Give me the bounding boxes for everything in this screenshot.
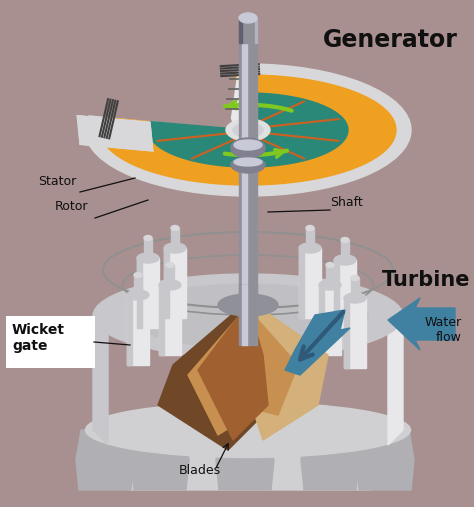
Bar	[164, 248, 186, 318]
Bar	[137, 258, 159, 328]
Polygon shape	[93, 316, 108, 445]
Bar	[334, 260, 339, 330]
Text: Wicket
gate: Wicket gate	[12, 323, 65, 353]
Polygon shape	[148, 93, 348, 167]
Polygon shape	[198, 310, 268, 440]
Polygon shape	[356, 430, 414, 490]
Bar	[242, 170, 247, 320]
Bar	[134, 275, 142, 297]
Text: Turbine: Turbine	[382, 270, 470, 290]
Text: Rotor: Rotor	[55, 200, 89, 213]
Bar	[127, 295, 149, 365]
Polygon shape	[158, 305, 258, 450]
Ellipse shape	[226, 119, 270, 141]
Ellipse shape	[234, 140, 262, 150]
Ellipse shape	[85, 403, 410, 457]
Ellipse shape	[93, 274, 403, 358]
Ellipse shape	[306, 226, 314, 231]
Text: Blades: Blades	[179, 464, 221, 477]
Ellipse shape	[218, 294, 278, 316]
Polygon shape	[76, 430, 134, 490]
Ellipse shape	[326, 263, 334, 268]
Text: Shaft: Shaft	[330, 196, 363, 209]
Bar	[239, 28, 257, 143]
Ellipse shape	[234, 158, 262, 166]
Ellipse shape	[85, 64, 411, 196]
Text: Stator: Stator	[38, 175, 76, 188]
Polygon shape	[243, 305, 328, 440]
Polygon shape	[216, 430, 274, 490]
Bar	[344, 298, 366, 368]
Polygon shape	[76, 115, 154, 152]
Bar	[127, 295, 132, 365]
Polygon shape	[388, 316, 403, 445]
Ellipse shape	[351, 275, 359, 280]
Bar	[326, 265, 334, 287]
Ellipse shape	[137, 253, 159, 263]
Bar	[319, 285, 341, 355]
Ellipse shape	[233, 123, 263, 137]
Polygon shape	[301, 430, 359, 490]
Ellipse shape	[127, 290, 149, 300]
Ellipse shape	[239, 13, 257, 23]
Polygon shape	[388, 298, 455, 350]
Ellipse shape	[144, 235, 152, 240]
Ellipse shape	[319, 280, 341, 290]
Ellipse shape	[134, 272, 142, 277]
Bar	[242, 28, 247, 143]
Bar	[334, 260, 356, 330]
Polygon shape	[285, 310, 350, 375]
Ellipse shape	[128, 284, 368, 348]
FancyBboxPatch shape	[6, 316, 95, 368]
Bar	[239, 285, 257, 345]
Bar	[351, 278, 359, 300]
Ellipse shape	[164, 243, 186, 253]
Text: Water
flow: Water flow	[425, 316, 462, 344]
Polygon shape	[131, 430, 189, 490]
Bar	[319, 285, 324, 355]
Bar	[137, 258, 142, 328]
Text: Generator: Generator	[323, 28, 458, 52]
Ellipse shape	[231, 157, 265, 173]
Bar	[299, 248, 321, 318]
Ellipse shape	[166, 263, 174, 268]
Polygon shape	[76, 115, 154, 152]
Bar	[255, 18, 257, 43]
Bar	[299, 248, 304, 318]
Bar	[166, 265, 174, 287]
Polygon shape	[231, 63, 243, 141]
Bar	[242, 285, 247, 345]
Ellipse shape	[171, 226, 179, 231]
Bar	[341, 240, 349, 262]
Ellipse shape	[344, 293, 366, 303]
Ellipse shape	[231, 138, 265, 158]
Bar	[306, 228, 314, 250]
Bar	[239, 18, 242, 43]
Bar	[171, 228, 179, 250]
Ellipse shape	[341, 237, 349, 242]
Polygon shape	[188, 315, 298, 435]
Bar	[344, 298, 349, 368]
Bar	[164, 248, 169, 318]
Bar	[239, 18, 257, 43]
Polygon shape	[100, 75, 396, 185]
Bar	[144, 238, 152, 260]
Polygon shape	[85, 430, 410, 490]
Bar	[159, 285, 181, 355]
Ellipse shape	[299, 243, 321, 253]
Bar	[239, 170, 257, 320]
Ellipse shape	[159, 280, 181, 290]
Ellipse shape	[334, 255, 356, 265]
Bar	[159, 285, 164, 355]
Polygon shape	[80, 57, 248, 130]
